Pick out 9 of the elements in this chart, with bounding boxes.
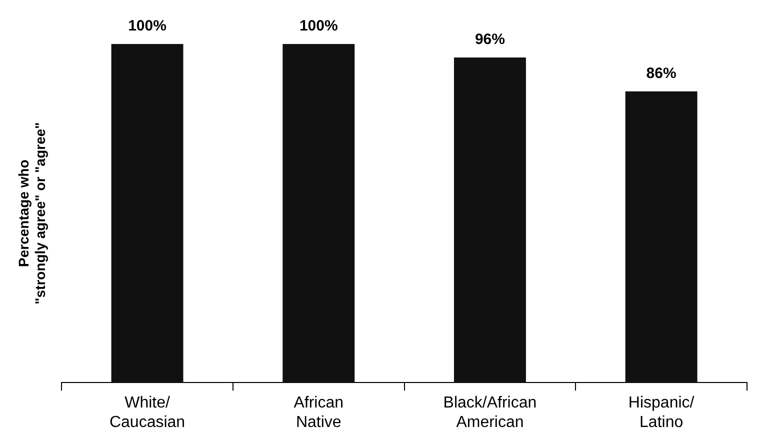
data-label: 96% [474,31,505,48]
y-axis-title: Percentage who "strongly agree" or "agree" [15,122,48,304]
x-tick-label: African Native [294,394,344,431]
data-label: 100% [299,18,338,35]
data-label: 86% [646,65,676,82]
data-label: 100% [128,18,166,35]
x-tick-label: White/ Caucasian [109,394,186,431]
x-tick-label: Hispanic/ Latino [628,394,695,431]
x-tick-label: Black/African American [443,394,537,431]
